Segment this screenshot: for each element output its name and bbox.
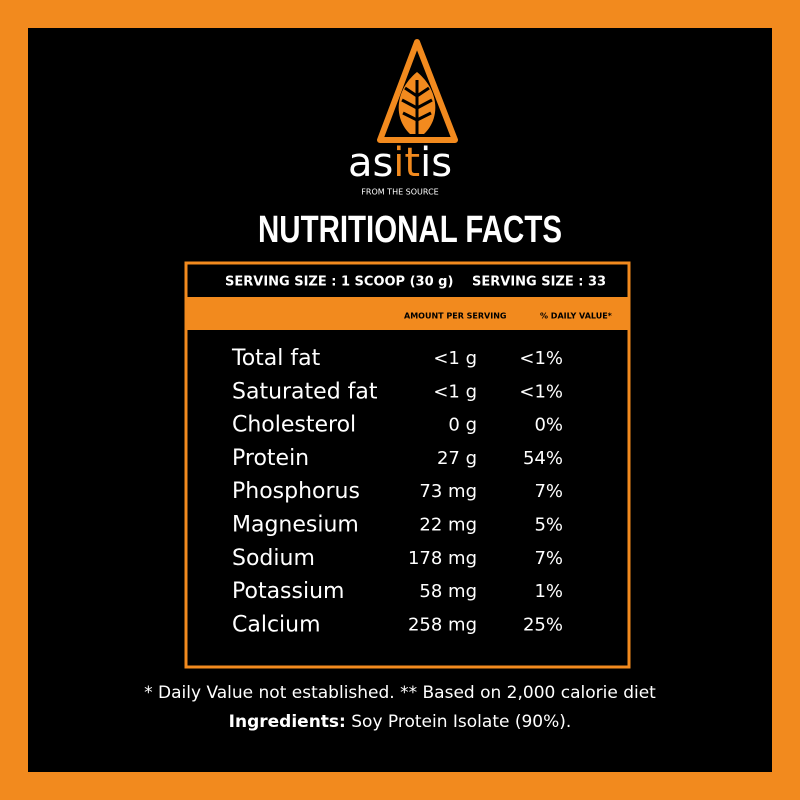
amount: 58 mg (419, 581, 477, 602)
column-header: AMOUNT PER SERVING (404, 312, 506, 321)
brand-part: it (393, 140, 420, 186)
brand-part: is (420, 140, 452, 186)
servings: SERVING SIZE : 33 (472, 275, 606, 290)
amount: <1 g (433, 348, 477, 369)
amount: 27 g (437, 448, 477, 469)
nutrient: Phosphorus (232, 479, 360, 504)
nutrient: Protein (232, 446, 309, 471)
daily-value: 54% (523, 448, 563, 469)
amount: 22 mg (419, 515, 477, 536)
nutrient: Calcium (232, 612, 321, 637)
ingredients: Ingredients: Soy Protein Isolate (90%). (229, 712, 572, 732)
nutrient: Total fat (231, 346, 321, 371)
logo-mark (377, 39, 458, 143)
title: NUTRITIONAL FACTS (258, 209, 562, 251)
nutrient: Potassium (232, 579, 344, 604)
nutrient: Saturated fat (232, 379, 378, 404)
table-box (184, 261, 631, 669)
serving-size: SERVING SIZE : 1 SCOOP (30 g) (225, 275, 453, 290)
footnote: * Daily Value not established. ** Based … (144, 683, 656, 703)
amount: <1 g (433, 381, 477, 402)
nutrient: Cholesterol (232, 413, 356, 438)
tagline: FROM THE SOURCE (361, 188, 438, 197)
nutrient: Sodium (232, 546, 315, 571)
column-header: % DAILY VALUE* (540, 312, 613, 321)
rows: Total fat <1 g <1% Saturated fat <1 g <1% Chol… (231, 346, 563, 637)
daily-value: <1% (519, 348, 563, 369)
ingredients-label: Ingredients: (229, 712, 346, 732)
brand: asitis (348, 140, 452, 186)
daily-value: 1% (534, 581, 563, 602)
daily-value: 5% (534, 515, 563, 536)
brand-part: as (348, 140, 393, 186)
ingredients-text: Soy Protein Isolate (90%). (346, 712, 571, 732)
daily-value: 7% (534, 548, 563, 569)
header-band (186, 297, 629, 330)
daily-value: 0% (534, 415, 563, 436)
amount: 73 mg (419, 481, 477, 502)
amount: 0 g (448, 415, 477, 436)
daily-value: 25% (523, 614, 563, 635)
daily-value: <1% (519, 381, 563, 402)
amount: 178 mg (408, 548, 477, 569)
daily-value: 7% (534, 481, 563, 502)
amount: 258 mg (408, 614, 477, 635)
nutrient: Magnesium (232, 513, 359, 538)
